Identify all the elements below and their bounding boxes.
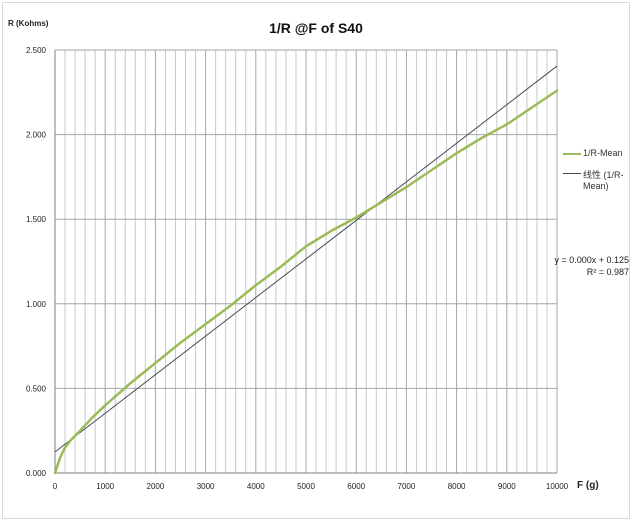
y-tick-label: 2.000 (26, 131, 47, 140)
legend-swatch-trend (563, 173, 581, 174)
x-tick-label: 10000 (546, 482, 569, 491)
x-tick-label: 7000 (398, 482, 416, 491)
y-tick-label: 2.500 (26, 46, 47, 55)
x-tick-label: 1000 (96, 482, 114, 491)
x-tick-label: 8000 (448, 482, 466, 491)
trendline (54, 65, 558, 453)
series-line-1r-mean (53, 89, 559, 475)
y-tick-label: 0.500 (26, 384, 47, 393)
trendline-equation-box: y = 0.000x + 0.125 R² = 0.987 (545, 254, 629, 278)
x-axis-label: F (g) (577, 480, 599, 491)
x-tick-label: 4000 (247, 482, 265, 491)
legend-item-trend: 线性 (1/R-Mean) (563, 168, 629, 191)
legend-swatch-mean (563, 153, 581, 155)
legend: 1/R-Mean 线性 (1/R-Mean) (563, 148, 629, 201)
x-tick-label: 2000 (147, 482, 165, 491)
legend-label-trend: 线性 (1/R-Mean) (583, 170, 624, 191)
r-squared: R² = 0.987 (586, 267, 629, 277)
trendline-equation: y = 0.000x + 0.125 (554, 255, 629, 265)
chart-title: 1/R @F of S40 (269, 20, 363, 36)
y-tick-label: 1.000 (26, 300, 47, 309)
y-tick-label: 1.500 (26, 215, 47, 224)
legend-item-mean: 1/R-Mean (563, 148, 629, 158)
x-tick-label: 9000 (498, 482, 516, 491)
x-tick-label: 0 (53, 482, 58, 491)
y-axis-label: R (Kohms) (8, 19, 49, 28)
x-tick-label: 6000 (347, 482, 365, 491)
x-tick-label: 3000 (197, 482, 215, 491)
legend-label-mean: 1/R-Mean (583, 148, 623, 158)
x-tick-label: 5000 (297, 482, 315, 491)
y-tick-label: 0.000 (26, 469, 47, 478)
